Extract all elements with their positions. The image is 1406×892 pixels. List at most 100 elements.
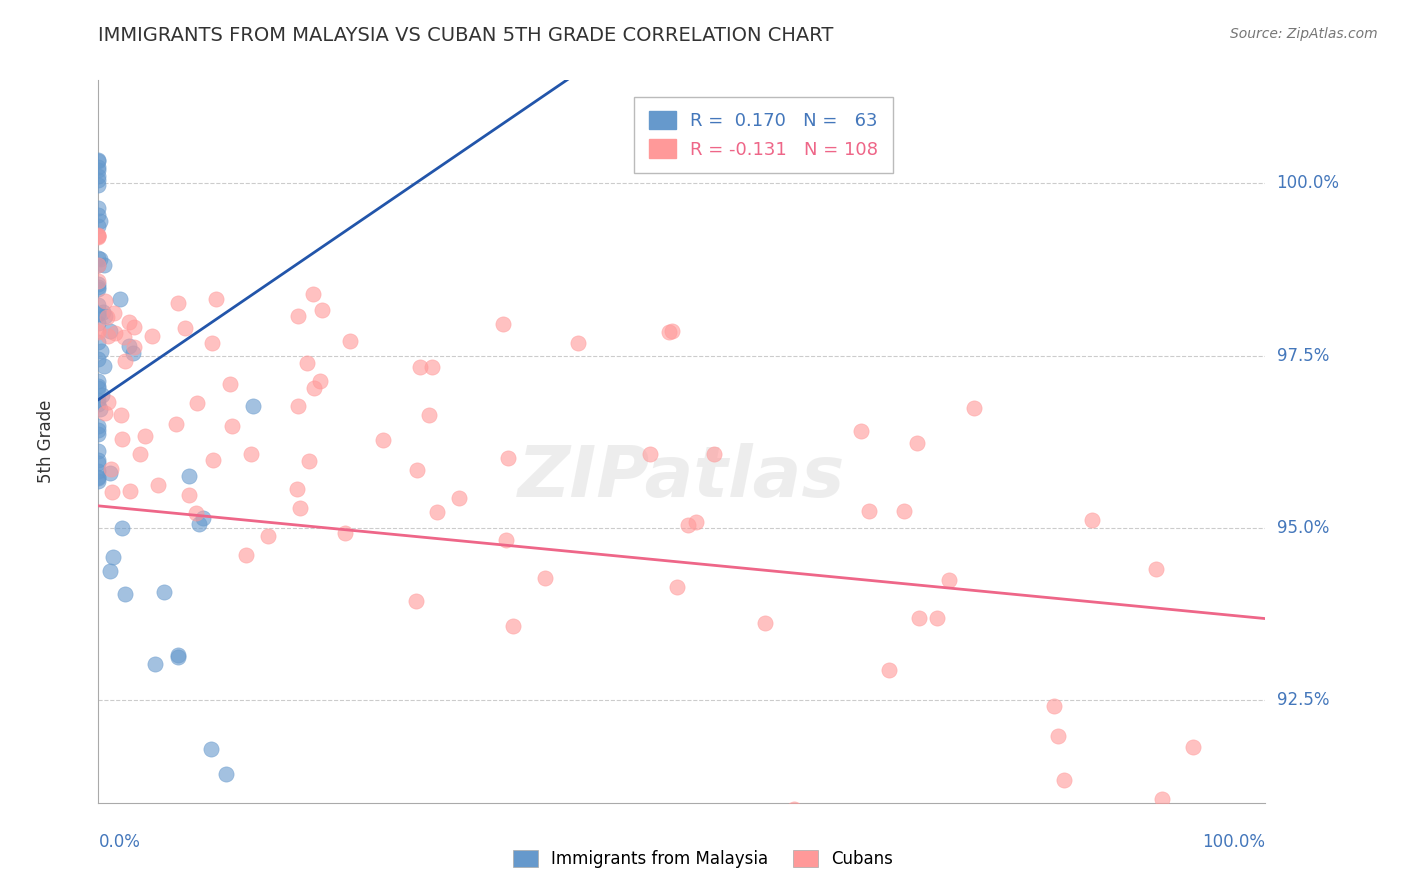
Point bbox=[298, 454, 321, 468]
Point bbox=[166, 650, 188, 665]
Point bbox=[87, 470, 110, 484]
Point bbox=[87, 325, 110, 339]
Point bbox=[1239, 845, 1261, 859]
Point bbox=[128, 447, 150, 461]
Point bbox=[89, 252, 111, 266]
Point bbox=[87, 280, 110, 294]
Point bbox=[215, 767, 238, 781]
Point bbox=[87, 452, 110, 467]
Point bbox=[111, 521, 134, 535]
Point bbox=[302, 381, 325, 395]
Point bbox=[218, 377, 240, 392]
Point bbox=[202, 453, 225, 467]
Point bbox=[91, 305, 114, 319]
Point bbox=[124, 340, 146, 354]
Point bbox=[496, 451, 519, 466]
Point bbox=[104, 326, 127, 341]
Point bbox=[638, 447, 661, 461]
Point bbox=[201, 336, 224, 351]
Text: 97.5%: 97.5% bbox=[1277, 346, 1329, 365]
Point bbox=[333, 525, 356, 540]
Point bbox=[858, 503, 880, 517]
Point bbox=[287, 399, 309, 413]
Point bbox=[1150, 792, 1173, 806]
Point bbox=[87, 173, 110, 187]
Point bbox=[963, 401, 986, 415]
Point bbox=[177, 469, 200, 483]
Point bbox=[567, 336, 589, 351]
Point bbox=[661, 325, 683, 339]
Point bbox=[87, 162, 110, 177]
Point bbox=[1053, 773, 1076, 788]
Point bbox=[1081, 513, 1104, 527]
Point bbox=[111, 432, 134, 446]
Text: 100.0%: 100.0% bbox=[1202, 833, 1265, 851]
Point bbox=[87, 153, 110, 167]
Point bbox=[96, 310, 118, 324]
Point bbox=[152, 584, 174, 599]
Point bbox=[87, 392, 110, 407]
Point bbox=[146, 477, 169, 491]
Point bbox=[205, 293, 228, 307]
Text: Source: ZipAtlas.com: Source: ZipAtlas.com bbox=[1230, 27, 1378, 41]
Point bbox=[93, 258, 115, 272]
Text: IMMIGRANTS FROM MALAYSIA VS CUBAN 5TH GRADE CORRELATION CHART: IMMIGRANTS FROM MALAYSIA VS CUBAN 5TH GR… bbox=[98, 26, 834, 45]
Point bbox=[118, 315, 141, 329]
Point bbox=[87, 227, 110, 242]
Point bbox=[87, 258, 110, 272]
Point bbox=[200, 742, 222, 756]
Point bbox=[925, 611, 948, 625]
Point bbox=[302, 287, 325, 301]
Point bbox=[165, 417, 187, 431]
Point bbox=[143, 657, 166, 671]
Point bbox=[103, 306, 125, 320]
Text: ZIPatlas: ZIPatlas bbox=[519, 443, 845, 512]
Point bbox=[94, 309, 117, 323]
Point bbox=[188, 516, 211, 531]
Point bbox=[405, 593, 427, 607]
Point bbox=[783, 802, 806, 816]
Text: 5th Grade: 5th Grade bbox=[37, 400, 55, 483]
Point bbox=[665, 581, 688, 595]
Point bbox=[87, 277, 110, 292]
Point bbox=[87, 282, 110, 296]
Text: 92.5%: 92.5% bbox=[1277, 690, 1329, 708]
Point bbox=[87, 352, 110, 367]
Point bbox=[1182, 740, 1205, 755]
Point bbox=[256, 529, 278, 543]
Point bbox=[893, 504, 915, 518]
Point bbox=[174, 321, 197, 335]
Point bbox=[1042, 698, 1064, 713]
Point bbox=[371, 434, 394, 448]
Text: 0.0%: 0.0% bbox=[98, 833, 141, 851]
Point bbox=[87, 423, 110, 437]
Point bbox=[98, 564, 121, 578]
Point bbox=[191, 510, 214, 524]
Point bbox=[89, 401, 111, 416]
Point bbox=[87, 381, 110, 395]
Point bbox=[235, 548, 257, 562]
Point bbox=[166, 648, 188, 662]
Point bbox=[492, 317, 515, 331]
Point bbox=[87, 160, 110, 174]
Point bbox=[100, 324, 122, 338]
Point bbox=[685, 516, 707, 530]
Point bbox=[184, 506, 207, 520]
Point bbox=[908, 611, 931, 625]
Point bbox=[240, 447, 263, 461]
Point bbox=[495, 533, 517, 547]
Point bbox=[97, 395, 120, 409]
Point bbox=[754, 616, 776, 631]
Point bbox=[87, 475, 110, 489]
Text: 100.0%: 100.0% bbox=[1277, 175, 1340, 193]
Point bbox=[87, 219, 110, 234]
Point bbox=[114, 354, 136, 368]
Point bbox=[87, 169, 110, 183]
Point bbox=[851, 424, 873, 438]
Point bbox=[339, 334, 361, 348]
Point bbox=[405, 463, 427, 477]
Point bbox=[676, 517, 699, 532]
Point bbox=[94, 293, 117, 308]
Point bbox=[87, 153, 110, 168]
Point bbox=[87, 208, 110, 222]
